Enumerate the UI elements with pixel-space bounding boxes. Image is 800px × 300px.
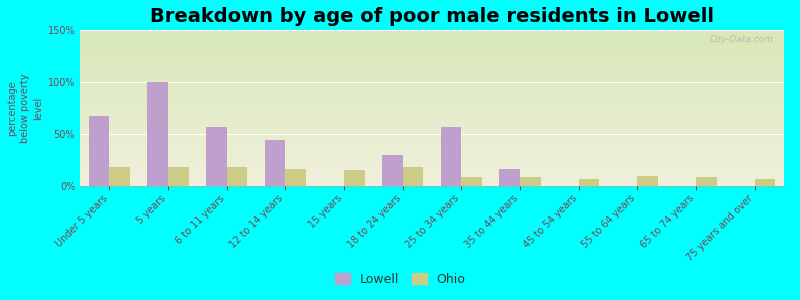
Bar xyxy=(638,176,658,186)
Bar xyxy=(226,167,247,186)
Legend: Lowell, Ohio: Lowell, Ohio xyxy=(330,268,470,291)
Bar xyxy=(499,169,520,186)
Bar xyxy=(147,82,168,186)
Bar xyxy=(696,177,717,186)
Bar xyxy=(402,167,423,186)
Bar xyxy=(286,169,306,186)
Bar xyxy=(89,116,110,186)
Bar xyxy=(344,170,365,186)
Bar xyxy=(110,167,130,186)
Bar xyxy=(382,155,402,186)
Bar xyxy=(754,179,775,186)
Bar xyxy=(265,140,286,186)
Text: City-Data.com: City-Data.com xyxy=(710,35,774,44)
Bar xyxy=(578,179,599,186)
Y-axis label: percentage
below poverty
level: percentage below poverty level xyxy=(7,73,43,143)
Bar xyxy=(462,177,482,186)
Bar xyxy=(441,127,462,186)
Bar xyxy=(168,167,189,186)
Bar xyxy=(520,177,541,186)
Bar xyxy=(206,127,226,186)
Title: Breakdown by age of poor male residents in Lowell: Breakdown by age of poor male residents … xyxy=(150,7,714,26)
